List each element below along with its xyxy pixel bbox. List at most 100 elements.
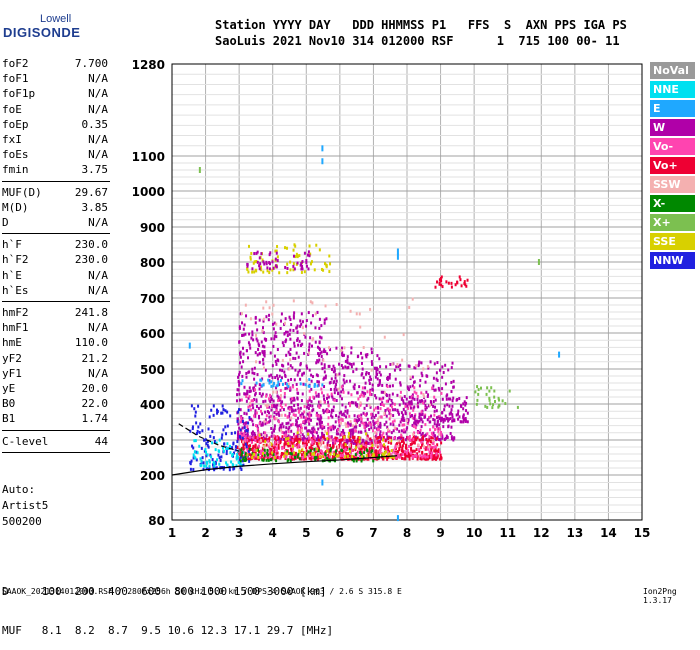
echo-point-vo- (397, 455, 400, 459)
echo-point-vo- (374, 449, 377, 453)
echo-point-ssw (324, 445, 327, 449)
echo-point-vo- (299, 423, 302, 427)
echo-point-nne (192, 453, 195, 457)
echo-point-w (387, 399, 390, 403)
echo-point-w (348, 429, 351, 433)
echo-point-w (271, 364, 274, 368)
echo-point-ssw (359, 325, 362, 329)
echo-point-nnw (232, 451, 235, 455)
echo-point-vo- (300, 456, 303, 460)
echo-point-w (341, 366, 344, 370)
echo-point-vo- (268, 455, 271, 459)
echo-point-sse (344, 455, 347, 459)
echo-point-e (321, 145, 324, 152)
echo-point-w (330, 436, 333, 440)
echo-point-vo- (426, 455, 429, 459)
echo-point-w (364, 386, 367, 390)
echo-point-e (308, 378, 311, 382)
echo-point-nne (193, 450, 196, 454)
echo-point-w (438, 388, 441, 392)
echo-point-vo- (376, 445, 379, 449)
echo-point-w (346, 355, 349, 359)
echo-point-w (275, 437, 278, 441)
echo-point-vo- (407, 451, 410, 455)
echo-point-vo- (322, 441, 325, 445)
echo-point-w (364, 392, 367, 396)
echo-point-w (323, 425, 326, 429)
echo-point-vo- (422, 435, 425, 439)
echo-point-nnw (222, 428, 225, 432)
echo-point-w (263, 354, 266, 358)
echo-point-vo- (294, 443, 297, 447)
echo-point-w (350, 346, 353, 350)
echo-point-w (447, 419, 450, 423)
echo-point-w (402, 436, 405, 440)
echo-point-x- (198, 167, 201, 173)
echo-point-w (391, 408, 394, 412)
echo-point-vo- (265, 443, 268, 447)
echo-point-vo- (250, 454, 253, 458)
param-row: h`Es N/A (2, 284, 108, 299)
echo-point-w (238, 426, 241, 430)
param-row: yF1 N/A (2, 367, 108, 382)
echo-point-vo- (391, 450, 394, 454)
echo-point-w (253, 377, 256, 381)
echo-point-vo- (274, 439, 277, 443)
echo-point-ssw (272, 390, 275, 394)
echo-point-w (280, 402, 283, 406)
echo-point-vo- (314, 430, 317, 434)
echo-point-vo- (342, 457, 345, 461)
echo-point-w (300, 262, 303, 266)
echo-point-w (246, 432, 249, 436)
echo-point-w (309, 404, 312, 408)
echo-point-vo- (269, 447, 272, 451)
echo-point-w (416, 401, 419, 405)
echo-point-w (374, 434, 377, 438)
echo-point-vo- (332, 444, 335, 448)
echo-point-w (283, 370, 286, 374)
echo-point-x- (262, 458, 265, 462)
echo-point-ssw (255, 360, 258, 364)
echo-point-vo- (428, 438, 431, 442)
echo-point-w (270, 373, 273, 377)
echo-point-w (342, 353, 345, 357)
echo-point-w (379, 423, 382, 427)
echo-point-w (364, 381, 367, 385)
echo-point-ssw (244, 303, 247, 307)
echo-point-vo- (258, 422, 261, 426)
echo-point-vo- (301, 441, 304, 445)
echo-point-w (279, 326, 282, 330)
echo-point-w (286, 386, 289, 390)
echo-point-vo- (315, 413, 318, 417)
echo-point-vo- (327, 437, 330, 441)
echo-point-w (411, 414, 414, 418)
echo-point-w (421, 431, 424, 435)
echo-point-sse (270, 442, 273, 446)
echo-point-vo- (438, 278, 441, 282)
echo-point-w (318, 358, 321, 362)
echo-point-w (289, 328, 292, 332)
echo-point-vo- (409, 453, 412, 457)
echo-point-sse (308, 244, 311, 248)
echo-point-w (374, 394, 377, 398)
echo-point-w (401, 416, 404, 420)
echo-point-x- (493, 395, 496, 399)
echo-point-ssw (336, 373, 339, 377)
echo-point-vo- (440, 433, 443, 437)
echo-point-w (346, 409, 349, 413)
echo-point-sse (303, 270, 306, 274)
echo-point-vo- (416, 394, 419, 398)
echo-point-w (250, 417, 253, 421)
echo-point-vo- (377, 428, 380, 432)
echo-point-w (296, 330, 299, 334)
echo-point-nnw (225, 449, 228, 453)
echo-point-vo- (412, 408, 415, 412)
echo-point-w (434, 398, 437, 402)
echo-point-vo- (375, 437, 378, 441)
echo-point-x- (286, 450, 289, 454)
echo-point-w (274, 331, 277, 335)
echo-point-w (418, 384, 421, 388)
echo-point-w (244, 433, 247, 437)
echo-point-ssw (345, 425, 348, 429)
echo-point-w (397, 365, 400, 369)
